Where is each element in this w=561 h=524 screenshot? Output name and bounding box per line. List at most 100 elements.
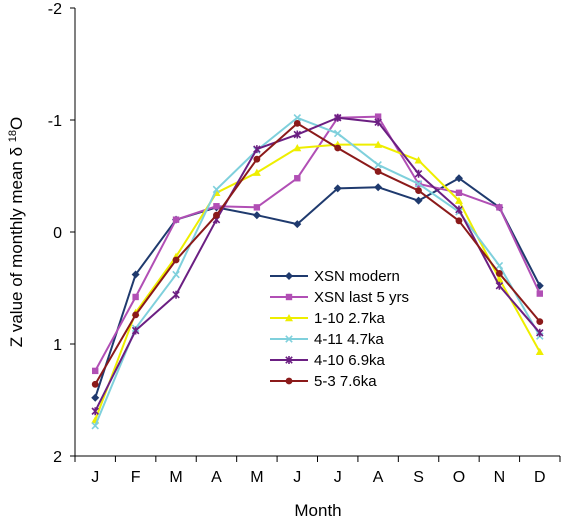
data-point <box>131 270 140 279</box>
legend: XSN modern XSN last 5 yrs 1-10 2.7ka 4-11 4… <box>270 268 409 390</box>
data-point <box>293 130 302 139</box>
data-point <box>374 140 383 148</box>
series-layer <box>91 113 544 430</box>
y-tick-label: 0 <box>53 225 62 242</box>
x-tick-label: J <box>334 469 342 486</box>
series-line <box>94 116 541 412</box>
data-point <box>172 270 180 279</box>
data-point <box>293 220 302 229</box>
data-point <box>536 290 543 297</box>
series-line <box>94 177 541 399</box>
data-point <box>414 156 423 164</box>
legend-item: 4-11 4.7ka <box>270 331 384 348</box>
legend-item: 1-10 2.7ka <box>270 310 386 327</box>
data-point <box>333 113 342 122</box>
y-tick-label: 2 <box>53 449 62 466</box>
legend-label: 4-11 4.7ka <box>314 331 384 348</box>
data-point <box>131 326 140 335</box>
legend-label: 5-3 7.6ka <box>314 373 377 390</box>
data-point <box>414 169 423 178</box>
data-point <box>374 161 382 169</box>
data-point <box>536 318 544 325</box>
legend-item: XSN modern <box>270 268 400 285</box>
legend-marker <box>285 293 293 301</box>
data-point <box>91 421 99 430</box>
data-point <box>414 196 423 205</box>
data-point <box>213 211 220 219</box>
legend-label: XSN last 5 yrs <box>314 289 409 306</box>
legend-marker <box>285 314 293 322</box>
data-point <box>172 290 180 299</box>
y-axis-title-end: O <box>7 117 26 130</box>
x-tick-label: F <box>131 469 141 486</box>
legend-label: 4-10 6.9ka <box>314 352 386 369</box>
data-point <box>454 174 463 183</box>
x-tick-label: A <box>211 469 222 486</box>
data-point <box>374 168 382 175</box>
legend-label: 1-10 2.7ka <box>314 310 386 327</box>
data-point <box>252 168 261 176</box>
data-point <box>374 113 382 120</box>
legend-item: XSN last 5 yrs <box>270 289 409 306</box>
x-tick-label: S <box>413 469 424 486</box>
data-point <box>333 129 342 138</box>
data-point <box>253 155 261 163</box>
data-point <box>91 407 99 416</box>
data-point <box>172 256 180 264</box>
x-tick-label: O <box>453 469 465 486</box>
data-point <box>92 367 99 375</box>
data-point <box>415 187 422 194</box>
x-tick-label: A <box>373 469 384 486</box>
data-point <box>253 145 261 154</box>
series-5 <box>91 113 544 416</box>
x-tick-label: N <box>494 469 506 486</box>
data-point <box>536 328 544 337</box>
data-point <box>495 270 503 277</box>
series-line <box>94 122 541 385</box>
data-point <box>374 183 383 192</box>
y-tick-label: -1 <box>48 113 62 130</box>
data-point <box>455 189 463 196</box>
data-point <box>334 144 342 152</box>
data-point <box>252 211 261 220</box>
data-point <box>454 196 463 204</box>
y-axis-title-main: Z value of monthly mean δ <box>7 142 26 347</box>
y-tick-label: -2 <box>48 1 62 18</box>
data-point <box>374 118 382 127</box>
data-point <box>132 293 139 301</box>
data-point <box>212 185 221 194</box>
y-axis-title: Z value of monthly mean δ 18O <box>7 117 26 348</box>
legend-marker <box>285 356 293 364</box>
data-point <box>293 119 301 127</box>
series-6 <box>91 119 544 388</box>
data-point <box>333 184 342 193</box>
axes: -2 -1 0 1 2 J F M A M J J A S O N D <box>48 1 561 486</box>
data-point <box>293 144 302 152</box>
data-point <box>294 175 301 182</box>
data-point <box>495 281 504 290</box>
data-point <box>455 205 463 214</box>
data-point <box>91 380 99 388</box>
data-point <box>455 217 463 225</box>
data-point <box>535 347 544 356</box>
y-tick-label: 1 <box>53 337 62 354</box>
data-point <box>414 180 423 188</box>
data-point <box>132 311 140 319</box>
legend-marker <box>285 335 293 343</box>
series-line <box>94 115 541 372</box>
series-line <box>94 143 541 421</box>
legend-marker <box>285 272 293 280</box>
legend-item: 4-10 6.9ka <box>270 352 386 369</box>
x-tick-label: M <box>250 469 263 486</box>
data-point <box>172 216 180 223</box>
data-point <box>91 393 100 402</box>
y-axis-title-sup: 18 <box>7 130 19 142</box>
data-point <box>213 203 220 210</box>
x-tick-label: D <box>534 469 546 486</box>
data-point <box>495 261 504 270</box>
legend-item: 5-3 7.6ka <box>270 373 377 390</box>
data-point <box>253 204 261 211</box>
x-tick-label: M <box>169 469 182 486</box>
legend-marker <box>285 377 293 385</box>
